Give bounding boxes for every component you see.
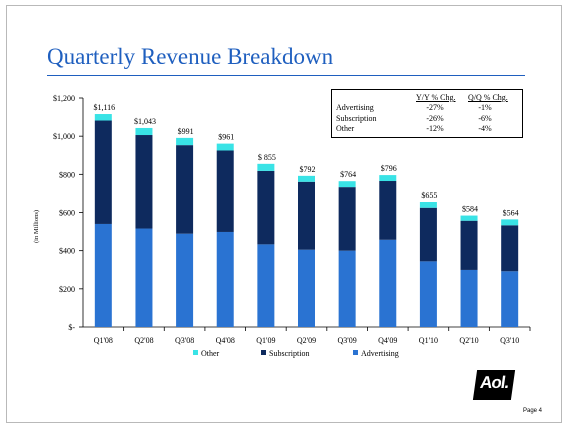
bar-subscription bbox=[460, 220, 478, 270]
slide-title: Quarterly Revenue Breakdown bbox=[47, 44, 334, 69]
total-label: $584 bbox=[462, 205, 478, 214]
y-tick-label: $1,000 bbox=[53, 132, 75, 141]
total-label: $792 bbox=[300, 165, 316, 174]
x-tick-label: Q2'09 bbox=[297, 336, 316, 345]
x-tick-label: Q1'09 bbox=[256, 336, 275, 345]
bar-subscription bbox=[94, 120, 112, 224]
legend-swatch-advertising bbox=[353, 350, 358, 355]
title-underline bbox=[47, 75, 525, 76]
total-label: $961 bbox=[218, 133, 234, 142]
aol-logo-text: Aol. bbox=[478, 373, 510, 392]
row-label-advertising: Advertising bbox=[336, 103, 374, 112]
bar-other bbox=[298, 175, 315, 182]
page-number: Page 4 bbox=[523, 408, 543, 414]
legend-swatch-subscription bbox=[261, 350, 266, 355]
x-tick-label: Q3'09 bbox=[338, 336, 357, 345]
growth-table: Y/Y % Chg. Q/Q % Chg. Advertising -27% -… bbox=[331, 89, 523, 138]
total-label: $991 bbox=[178, 127, 194, 136]
bar-subscription bbox=[135, 135, 153, 229]
qq-advertising: -1% bbox=[478, 103, 492, 112]
bar-other bbox=[419, 202, 437, 208]
bar-other bbox=[94, 114, 112, 121]
bar-other bbox=[379, 175, 397, 182]
total-label: $1,116 bbox=[93, 103, 115, 112]
bar-other bbox=[257, 163, 275, 171]
total-label: $764 bbox=[340, 170, 356, 179]
bar-subscription bbox=[501, 225, 519, 272]
yy-advertising: -27% bbox=[426, 103, 444, 112]
bar-advertising bbox=[94, 223, 112, 327]
bar-advertising bbox=[257, 244, 275, 327]
legend-swatch-other bbox=[193, 350, 198, 355]
bar-advertising bbox=[460, 269, 478, 327]
legend-label-subscription: Subscription bbox=[269, 349, 309, 358]
bar-other bbox=[460, 215, 478, 221]
bar-advertising bbox=[135, 228, 153, 327]
y-tick-label: $600 bbox=[59, 209, 75, 218]
x-tick-label: Q4'08 bbox=[216, 336, 235, 345]
slide-frame bbox=[6, 5, 562, 423]
y-tick-label: $1,200 bbox=[53, 94, 75, 103]
yy-header: Y/Y % Chg. bbox=[416, 93, 456, 102]
bar-subscription bbox=[298, 181, 315, 250]
qq-header: Q/Q % Chg. bbox=[468, 93, 508, 102]
bar-other bbox=[338, 181, 356, 188]
legend-label-other: Other bbox=[201, 349, 220, 358]
bar-subscription bbox=[338, 187, 356, 251]
bar-subscription bbox=[176, 145, 194, 234]
x-tick-label: Q1'10 bbox=[419, 336, 438, 345]
bar-subscription bbox=[419, 207, 437, 262]
x-tick-label: Q2'10 bbox=[459, 336, 478, 345]
bar-advertising bbox=[298, 249, 315, 327]
total-label: $655 bbox=[421, 191, 437, 200]
yy-other: -12% bbox=[426, 124, 444, 133]
bar-advertising bbox=[176, 233, 194, 327]
y-tick-label: $800 bbox=[59, 170, 75, 179]
bar-advertising bbox=[216, 231, 234, 327]
bar-other bbox=[501, 219, 519, 226]
aol-logo: Aol. bbox=[472, 370, 516, 400]
x-tick-label: Q1'08 bbox=[94, 336, 113, 345]
row-label-other: Other bbox=[336, 124, 355, 133]
bar-advertising bbox=[338, 250, 356, 327]
y-axis-title: (in Millions) bbox=[33, 210, 40, 243]
qq-other: -4% bbox=[478, 124, 492, 133]
bar-other bbox=[135, 127, 153, 136]
bar-other bbox=[176, 137, 194, 146]
bar-advertising bbox=[419, 261, 437, 327]
total-label: $1,043 bbox=[134, 117, 156, 126]
bar-subscription bbox=[216, 150, 234, 232]
qq-subscription: -6% bbox=[478, 114, 492, 123]
yy-subscription: -26% bbox=[426, 114, 444, 123]
x-tick-label: Q2'08 bbox=[134, 336, 153, 345]
y-tick-label: $200 bbox=[59, 285, 75, 294]
total-label: $796 bbox=[381, 164, 397, 173]
total-label: $ 855 bbox=[258, 153, 276, 162]
x-tick-label: Q3'08 bbox=[175, 336, 194, 345]
x-tick-label: Q4'09 bbox=[378, 336, 397, 345]
bar-subscription bbox=[257, 170, 275, 245]
bar-advertising bbox=[501, 271, 519, 327]
bar-other bbox=[216, 143, 234, 151]
y-tick-label: $- bbox=[68, 323, 75, 332]
total-label: $564 bbox=[503, 208, 519, 217]
bar-subscription bbox=[379, 181, 397, 240]
x-tick-label: Q3'10 bbox=[500, 336, 519, 345]
legend-label-advertising: Advertising bbox=[361, 349, 399, 358]
bar-advertising bbox=[379, 239, 397, 327]
row-label-subscription: Subscription bbox=[336, 114, 377, 123]
y-tick-label: $400 bbox=[59, 247, 75, 256]
